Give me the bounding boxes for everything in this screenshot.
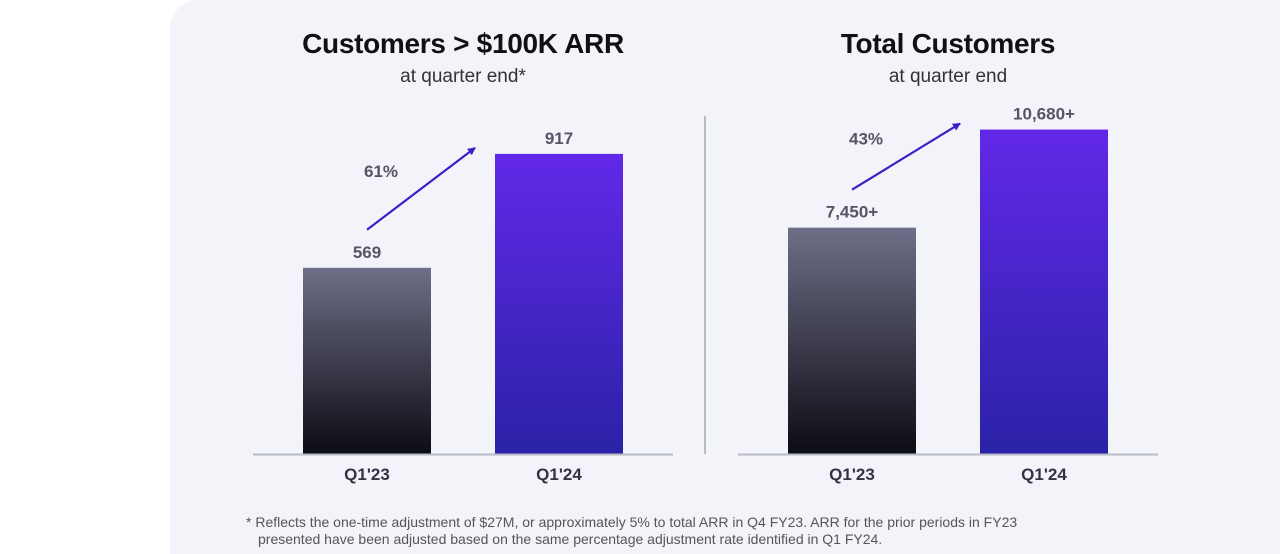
chart-1-subtitle: at quarter end*	[400, 66, 526, 87]
chart-2-title: Total Customers	[840, 28, 1056, 59]
category-label: Q1'24	[536, 465, 582, 484]
chart-1-title: Customers > $100K ARR	[302, 28, 624, 59]
growth-label: 61%	[364, 162, 398, 181]
value-label: 917	[545, 129, 573, 148]
growth-label: 43%	[849, 130, 883, 149]
bar-q1-23	[303, 267, 431, 454]
footnote: * Reflects the one-time adjustment of $2…	[246, 514, 1206, 548]
chart-2-subtitle: at quarter end	[888, 66, 1008, 87]
growth-arrow	[366, 147, 476, 231]
chart-divider	[704, 116, 706, 454]
growth-arrow	[851, 122, 961, 191]
chart-customers-100k: 569 Q1'23 917 Q1'24 61%	[253, 129, 673, 484]
value-label: 10,680+	[1013, 105, 1075, 124]
bar-q1-24	[495, 153, 623, 454]
footnote-line-2: presented have been adjusted based on th…	[258, 531, 883, 547]
chart-total-customers: 7,450+ Q1'23 10,680+ Q1'24 43%	[738, 105, 1158, 484]
category-label: Q1'23	[829, 465, 875, 484]
footnote-line-1: * Reflects the one-time adjustment of $2…	[246, 514, 1018, 530]
category-label: Q1'23	[344, 465, 390, 484]
bar-q1-23	[788, 227, 916, 454]
category-label: Q1'24	[1021, 465, 1067, 484]
bar-q1-24	[980, 129, 1108, 454]
value-label: 7,450+	[826, 203, 879, 222]
value-label: 569	[353, 243, 381, 262]
